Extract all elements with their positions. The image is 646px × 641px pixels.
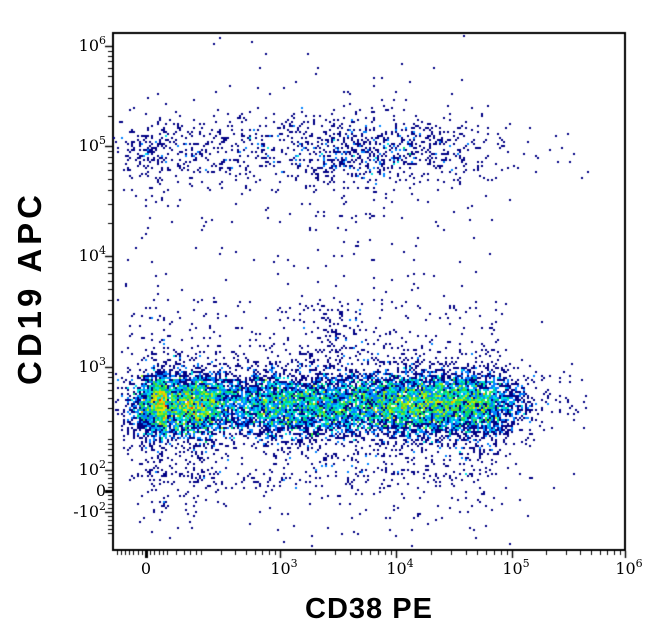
y-tick-label: 103 xyxy=(78,354,106,377)
x-tick-label: 104 xyxy=(386,556,414,578)
y-tick-label: 105 xyxy=(78,133,106,156)
x-tick-label: 0 xyxy=(140,559,152,578)
x-axis-title: CD38 PE xyxy=(305,593,433,625)
y-tick-label: 104 xyxy=(78,243,106,266)
y-tick-label: 0 xyxy=(95,481,106,501)
x-tick-label: 105 xyxy=(502,556,530,578)
x-tick-label: 103 xyxy=(270,556,298,578)
y-axis-title: CD19 APC xyxy=(11,191,48,385)
y-tick-label: 102 xyxy=(78,457,106,480)
y-tick-label: -102 xyxy=(73,499,106,522)
x-tick-label: 106 xyxy=(615,556,643,578)
y-tick-label: 106 xyxy=(78,33,106,56)
